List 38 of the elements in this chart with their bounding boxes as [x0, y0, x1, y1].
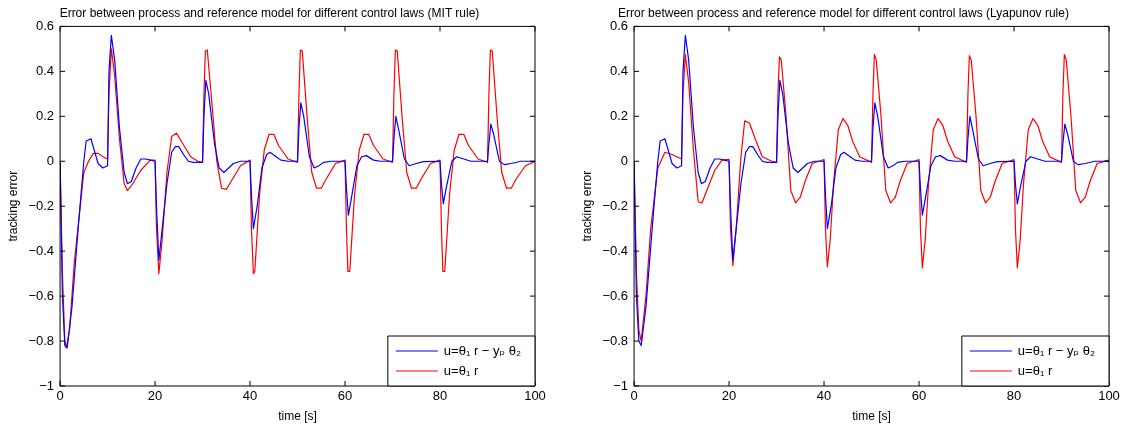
y-tick-label: −0.6 — [28, 287, 55, 303]
x-axis-title: time [s] — [852, 409, 891, 424]
y-tick-label: −0.2 — [602, 197, 629, 213]
y-tick-label: −0.8 — [602, 332, 629, 348]
x-tick-label: 60 — [337, 388, 353, 404]
legend-label: u=θ₁ r — [1017, 362, 1053, 378]
chart-title: Error between process and reference model for different control laws (Lyapunov rule) — [618, 5, 1069, 20]
x-tick-label: 20 — [721, 388, 737, 404]
x-tick-label: 60 — [911, 388, 927, 404]
x-tick-label: 80 — [1006, 388, 1022, 404]
y-tick-label: −0.4 — [602, 242, 629, 258]
y-tick-label: −0.6 — [602, 287, 629, 303]
x-tick-label: 20 — [147, 388, 163, 404]
y-tick-label: 0 — [46, 152, 55, 168]
y-tick-label: 0.6 — [35, 17, 55, 33]
x-tick-label: 100 — [1098, 388, 1120, 404]
legend-label: u=θ₁ r − yₚ θ₂ — [1017, 342, 1096, 358]
y-tick-label: 0.4 — [35, 62, 55, 78]
y-tick-label: 0.2 — [35, 107, 55, 123]
y-tick-label: −0.8 — [28, 332, 55, 348]
y-tick-label: 0 — [620, 152, 629, 168]
x-tick-label: 40 — [242, 388, 258, 404]
x-tick-label: 40 — [816, 388, 832, 404]
y-axis-title: tracking error — [579, 170, 594, 242]
y-axis-title: tracking error — [5, 170, 20, 242]
x-tick-label: 100 — [524, 388, 546, 404]
x-axis-title: time [s] — [278, 409, 317, 424]
y-tick-label: 0.2 — [609, 107, 629, 123]
x-tick-label: 80 — [432, 388, 448, 404]
y-tick-label: −0.4 — [28, 242, 55, 258]
y-tick-label: −1 — [613, 377, 629, 393]
y-tick-label: −0.2 — [28, 197, 55, 213]
y-tick-label: 0.6 — [609, 17, 629, 33]
legend-label: u=θ₁ r — [443, 362, 479, 378]
y-tick-label: 0.4 — [609, 62, 629, 78]
y-tick-label: −1 — [39, 377, 55, 393]
legend-label: u=θ₁ r − yₚ θ₂ — [443, 342, 522, 358]
chart-title: Error between process and reference model for different control laws (MIT rule) — [59, 5, 480, 20]
